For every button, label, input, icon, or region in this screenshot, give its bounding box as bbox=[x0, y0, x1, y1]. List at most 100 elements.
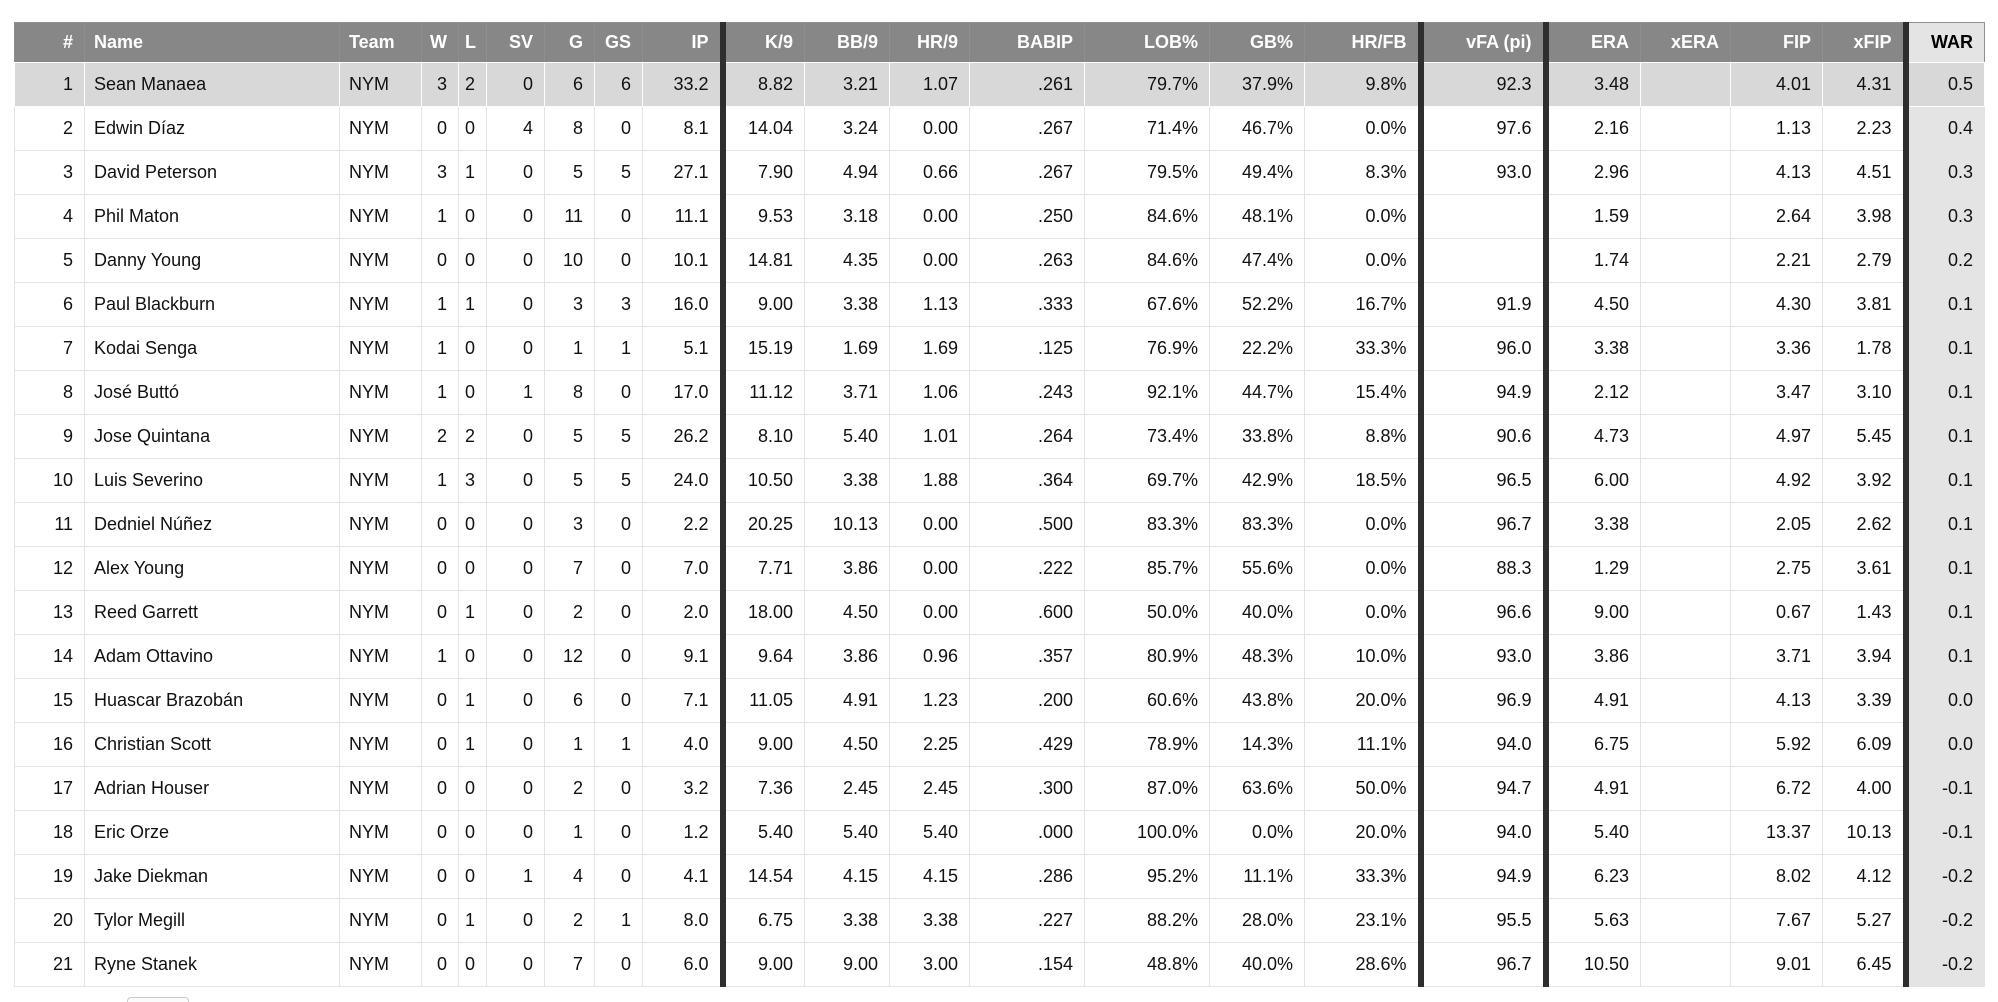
cell-g: 2 bbox=[544, 898, 595, 943]
cell-hr9: 3.38 bbox=[889, 898, 970, 943]
cell-vfa: 95.5 bbox=[1417, 898, 1546, 943]
column-header-hr9[interactable]: HR/9 bbox=[889, 22, 970, 63]
cell-war: 0.0 bbox=[1902, 678, 1985, 723]
cell-xfip: 4.51 bbox=[1822, 150, 1906, 195]
cell-num: 13 bbox=[14, 590, 85, 635]
cell-gs: 0 bbox=[594, 502, 643, 547]
cell-team: NYM bbox=[339, 106, 422, 151]
column-header-ip[interactable]: IP bbox=[642, 22, 723, 63]
cell-ip: 9.1 bbox=[642, 634, 723, 679]
cell-l: 0 bbox=[458, 634, 487, 679]
cell-gs: 6 bbox=[594, 62, 643, 107]
cell-k9: 15.19 bbox=[719, 326, 805, 371]
column-header-xera[interactable]: xERA bbox=[1640, 22, 1731, 63]
column-header-war[interactable]: WAR bbox=[1902, 22, 1985, 63]
cell-gb: 22.2% bbox=[1209, 326, 1305, 371]
cell-fip: 4.30 bbox=[1730, 282, 1823, 327]
cell-ip: 11.1 bbox=[642, 194, 723, 239]
cell-l: 1 bbox=[458, 282, 487, 327]
column-header-g[interactable]: G bbox=[544, 22, 595, 63]
column-header-era[interactable]: ERA bbox=[1542, 22, 1641, 63]
cell-ip: 5.1 bbox=[642, 326, 723, 371]
column-header-vfa[interactable]: vFA (pi) bbox=[1417, 22, 1546, 63]
table-row: 20 Tylor Megill NYM 0 1 0 2 1 8.0 6.75 3.38 3.38.22… bbox=[14, 898, 1985, 943]
column-header-gb[interactable]: GB% bbox=[1209, 22, 1305, 63]
column-header-sv[interactable]: SV bbox=[486, 22, 545, 63]
cell-fip: 1.13 bbox=[1730, 106, 1823, 151]
cell-w: 3 bbox=[421, 62, 459, 107]
column-header-xfip[interactable]: xFIP bbox=[1822, 22, 1906, 63]
column-header-fip[interactable]: FIP bbox=[1730, 22, 1823, 63]
cell-ip: 4.0 bbox=[642, 722, 723, 767]
cell-l: 0 bbox=[458, 810, 487, 855]
column-header-lob[interactable]: LOB% bbox=[1084, 22, 1210, 63]
cell-num: 16 bbox=[14, 722, 85, 767]
table-row: 13 Reed Garrett NYM 0 1 0 2 0 2.0 18.00 4.50 0.00.6… bbox=[14, 590, 1985, 635]
column-header-gs[interactable]: GS bbox=[594, 22, 643, 63]
cell-k9: 8.82 bbox=[719, 62, 805, 107]
cell-w: 1 bbox=[421, 282, 459, 327]
cell-war: 0.5 bbox=[1902, 62, 1985, 107]
cell-team: NYM bbox=[339, 678, 422, 723]
cell-w: 0 bbox=[421, 502, 459, 547]
table-row: 3 David Peterson NYM 3 1 0 5 5 27.1 7.90 4.94 0.66.… bbox=[14, 150, 1985, 195]
cell-babip: .267 bbox=[969, 150, 1085, 195]
cell-w: 1 bbox=[421, 634, 459, 679]
cell-k9: 7.71 bbox=[719, 546, 805, 591]
cell-w: 1 bbox=[421, 326, 459, 371]
column-header-babip[interactable]: BABIP bbox=[969, 22, 1085, 63]
cell-xfip: 5.27 bbox=[1822, 898, 1906, 943]
cell-hrfb: 10.0% bbox=[1304, 634, 1421, 679]
cell-bb9: 3.86 bbox=[804, 546, 890, 591]
cell-lob: 83.3% bbox=[1084, 502, 1210, 547]
cell-vfa bbox=[1417, 238, 1546, 283]
cell-ip: 3.2 bbox=[642, 766, 723, 811]
table-row: 10 Luis Severino NYM 1 3 0 5 5 24.0 10.50 3.38 1.88… bbox=[14, 458, 1985, 503]
column-header-w[interactable]: W bbox=[421, 22, 459, 63]
cell-lob: 73.4% bbox=[1084, 414, 1210, 459]
cell-g: 6 bbox=[544, 678, 595, 723]
cell-name: Adam Ottavino bbox=[84, 634, 340, 679]
cell-war: -0.2 bbox=[1902, 942, 1985, 987]
cell-k9: 10.50 bbox=[719, 458, 805, 503]
cell-xfip: 4.31 bbox=[1822, 62, 1906, 107]
cell-team: NYM bbox=[339, 854, 422, 899]
pagination-button-fragment[interactable] bbox=[127, 997, 189, 1002]
cell-gb: 55.6% bbox=[1209, 546, 1305, 591]
cell-ip: 27.1 bbox=[642, 150, 723, 195]
cell-gs: 0 bbox=[594, 766, 643, 811]
cell-ip: 1.2 bbox=[642, 810, 723, 855]
cell-xfip: 3.39 bbox=[1822, 678, 1906, 723]
column-header-num[interactable]: # bbox=[14, 22, 85, 63]
cell-era: 2.16 bbox=[1542, 106, 1641, 151]
cell-gb: 11.1% bbox=[1209, 854, 1305, 899]
column-header-bb9[interactable]: BB/9 bbox=[804, 22, 890, 63]
column-header-name[interactable]: Name bbox=[84, 22, 340, 63]
cell-w: 0 bbox=[421, 238, 459, 283]
column-header-k9[interactable]: K/9 bbox=[719, 22, 805, 63]
cell-sv: 0 bbox=[486, 766, 545, 811]
cell-bb9: 4.15 bbox=[804, 854, 890, 899]
table-row: 21 Ryne Stanek NYM 0 0 0 7 0 6.0 9.00 9.00 3.00.154… bbox=[14, 942, 1985, 987]
cell-xfip: 10.13 bbox=[1822, 810, 1906, 855]
cell-hrfb: 0.0% bbox=[1304, 502, 1421, 547]
cell-era: 1.29 bbox=[1542, 546, 1641, 591]
cell-vfa: 97.6 bbox=[1417, 106, 1546, 151]
cell-hr9: 2.25 bbox=[889, 722, 970, 767]
cell-era: 9.00 bbox=[1542, 590, 1641, 635]
cell-k9: 7.36 bbox=[719, 766, 805, 811]
cell-ip: 6.0 bbox=[642, 942, 723, 987]
table-row: 11 Dedniel Núñez NYM 0 0 0 3 0 2.2 20.25 10.13 0.00… bbox=[14, 502, 1985, 547]
cell-name: Luis Severino bbox=[84, 458, 340, 503]
cell-name: David Peterson bbox=[84, 150, 340, 195]
cell-sv: 0 bbox=[486, 194, 545, 239]
cell-l: 0 bbox=[458, 502, 487, 547]
cell-hrfb: 33.3% bbox=[1304, 326, 1421, 371]
column-header-l[interactable]: L bbox=[458, 22, 487, 63]
column-header-hrfb[interactable]: HR/FB bbox=[1304, 22, 1421, 63]
cell-bb9: 3.86 bbox=[804, 634, 890, 679]
cell-fip: 4.92 bbox=[1730, 458, 1823, 503]
cell-babip: .250 bbox=[969, 194, 1085, 239]
column-header-team[interactable]: Team bbox=[339, 22, 422, 63]
table-row: 16 Christian Scott NYM 0 1 0 1 1 4.0 9.00 4.50 2.25… bbox=[14, 722, 1985, 767]
